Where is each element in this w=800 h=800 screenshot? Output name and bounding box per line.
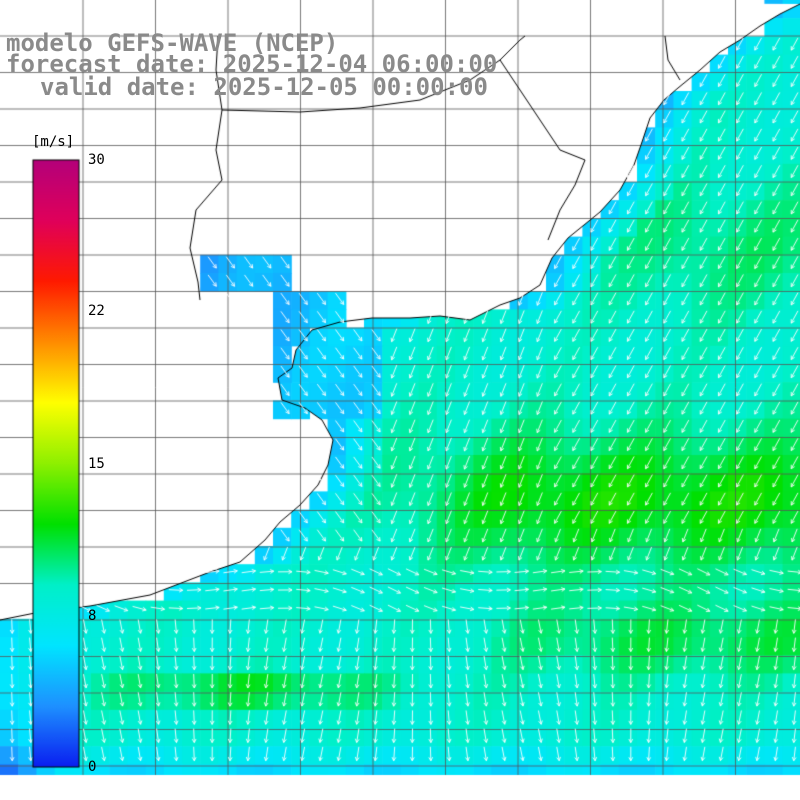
model-title: modelo GEFS-WAVE (NCEP)	[6, 29, 339, 57]
forecast-date: forecast date: 2025-12-04 06:00:00	[6, 50, 498, 78]
colorbar-tick-22: 22	[88, 303, 105, 319]
valid-date: valid date: 2025-12-05 00:00:00	[40, 73, 488, 101]
colorbar-tick-15: 15	[88, 456, 105, 472]
colorbar-unit: [m/s]	[32, 134, 75, 150]
colorbar-tick-30: 30	[88, 152, 105, 168]
colorbar-tick-8: 8	[88, 608, 97, 624]
colorbar-tick-0: 0	[88, 759, 97, 775]
